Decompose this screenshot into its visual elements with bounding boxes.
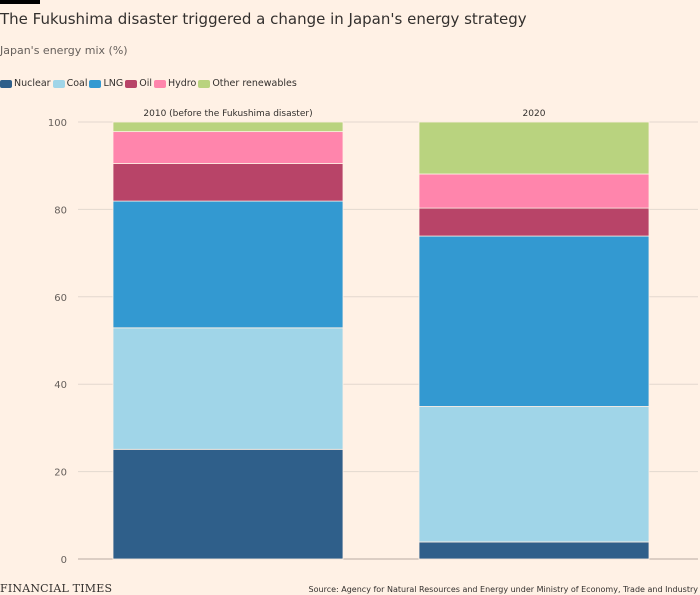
ft-accent-bar [0, 0, 40, 4]
bar-segment-oil-1 [418, 207, 650, 237]
legend-label-other-renewables: Other renewables [212, 78, 297, 89]
legend-swatch-oil [125, 79, 138, 88]
legend-item-oil: Oil [125, 78, 152, 89]
legend-item-nuclear: Nuclear [0, 78, 51, 89]
legend-label-coal: Coal [66, 78, 88, 89]
legend-swatch-nuclear [0, 79, 12, 88]
bar-segment-other-renewables-1 [418, 121, 650, 175]
chart-subtitle: Japan's energy mix (%) [0, 44, 128, 57]
legend-swatch-lng [89, 79, 102, 88]
legend: Nuclear Coal LNG Oil Hydro Other renewab… [0, 78, 299, 89]
bar-segment-nuclear-1 [418, 541, 650, 560]
legend-label-hydro: Hydro [168, 78, 197, 89]
legend-label-nuclear: Nuclear [14, 78, 51, 89]
ft-brand-mark: FINANCIAL TIMES [0, 582, 113, 595]
category-label-1: 2020 [523, 109, 546, 119]
y-tick-label-0: 0 [61, 555, 67, 566]
bar-segment-coal-1 [418, 406, 650, 543]
bar-segment-hydro-1 [418, 173, 650, 209]
legend-item-other-renewables: Other renewables [198, 78, 297, 89]
legend-item-lng: LNG [89, 78, 123, 89]
y-tick-label-80: 80 [54, 205, 67, 216]
legend-label-lng: LNG [103, 78, 124, 89]
bar-segment-lng-0 [112, 200, 344, 329]
y-tick-label-20: 20 [54, 468, 67, 479]
legend-label-oil: Oil [139, 78, 153, 89]
stacked-bar-chart: 0 20 40 60 80 100 2010 (before the Fukushima d… [48, 109, 698, 566]
chart-title: The Fukushima disaster triggered a chang… [0, 10, 527, 28]
source-note: Source: Agency for Natural Resources and… [308, 585, 698, 594]
category-label-0: 2010 (before the Fukushima disaster) [143, 109, 312, 119]
bar-segment-hydro-0 [112, 131, 344, 164]
legend-swatch-other-renewables [198, 79, 211, 88]
legend-item-hydro: Hydro [154, 78, 196, 89]
bar-segment-coal-0 [112, 327, 344, 450]
y-tick-label-60: 60 [54, 293, 67, 304]
y-tick-label-40: 40 [54, 380, 67, 391]
bar-segment-nuclear-0 [112, 448, 344, 560]
legend-swatch-hydro [154, 79, 167, 88]
bar-segment-other-renewables-0 [112, 121, 344, 133]
bar-segment-oil-0 [112, 163, 344, 202]
y-tick-label-100: 100 [48, 118, 67, 129]
legend-item-coal: Coal [52, 78, 88, 89]
legend-swatch-coal [52, 79, 65, 88]
bar-segment-lng-1 [418, 235, 650, 407]
